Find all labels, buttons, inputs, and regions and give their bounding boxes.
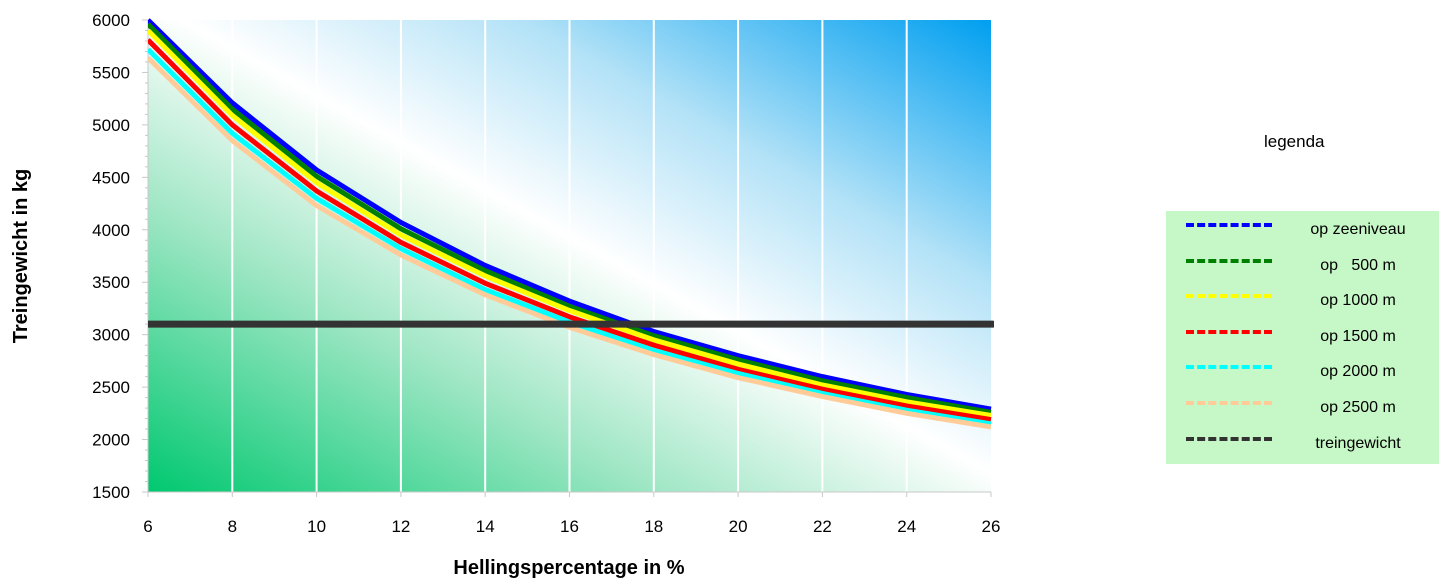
y-tick-label-4500: 4500 [92,168,130,187]
series [148,18,994,430]
legend-label: op zeeniveau [1310,221,1406,238]
y-tick-label-3000: 3000 [92,326,130,345]
y-tick-label-1500: 1500 [92,483,130,502]
legend-item: op 1000 m [1166,284,1439,320]
series-line-1 [148,22,992,415]
x-tick-label-22: 22 [813,517,832,536]
x-axis-title: Hellingspercentage in % [453,557,684,579]
tick-labels: 1500 2000 2500 3000 3500 4000 4500 5000 5500 6000… [92,11,1000,536]
legend-item: op 500 m [1166,249,1439,285]
legend-label: op 1000 m [1320,292,1396,310]
series-line-2 [148,28,992,418]
legend-item: op 2500 m [1166,391,1439,427]
y-tick-label-6000: 6000 [92,11,130,30]
x-tick-label-16: 16 [560,517,579,536]
y-tick-label-5000: 5000 [92,116,130,135]
x-tick-label-18: 18 [644,517,663,536]
legend-item: op 1500 m [1166,320,1439,356]
x-tick-label-8: 8 [228,517,237,536]
legend-label: op 500 m [1320,256,1396,274]
x-tick-label-26: 26 [982,517,1001,536]
y-tick-label-4000: 4000 [92,221,130,240]
x-tick-label-6: 6 [143,517,152,536]
legend-item: treingewicht [1166,427,1439,463]
x-tick-label-10: 10 [307,517,326,536]
legend-item: op zeeniveau [1166,213,1439,249]
legend-swatch [1186,294,1272,299]
legend-swatch [1186,258,1272,263]
legend-item: op 2000 m [1166,355,1439,391]
series-line-0 [148,18,992,412]
axes [142,19,992,497]
legend-label: op 2000 m [1320,363,1396,381]
legend-label: op 2500 m [1320,399,1396,416]
legend-swatch [1186,401,1272,405]
x-tick-label-24: 24 [897,517,916,536]
series-line-3 [148,38,992,423]
y-tick-label-3500: 3500 [92,273,130,292]
legend-label: op 1500 m [1320,327,1396,345]
x-tick-label-12: 12 [391,517,410,536]
y-tick-label-2500: 2500 [92,378,130,397]
legend-label: treingewicht [1315,434,1401,452]
y-tick-label-5500: 5500 [92,63,130,82]
y-tick-label-2000: 2000 [92,431,130,450]
legend-swatch [1186,365,1272,370]
y-axis-title: Treingewicht in kg [10,169,32,343]
legend-swatch [1186,329,1272,334]
legend: op zeeniveau op 500 m op 1000 m op 1500 m op… [1166,211,1439,464]
legend-swatch [1186,223,1272,227]
legend-title: legenda [1264,132,1325,151]
x-tick-label-14: 14 [476,517,495,536]
x-tick-label-20: 20 [729,517,748,536]
legend-swatch [1186,436,1272,441]
